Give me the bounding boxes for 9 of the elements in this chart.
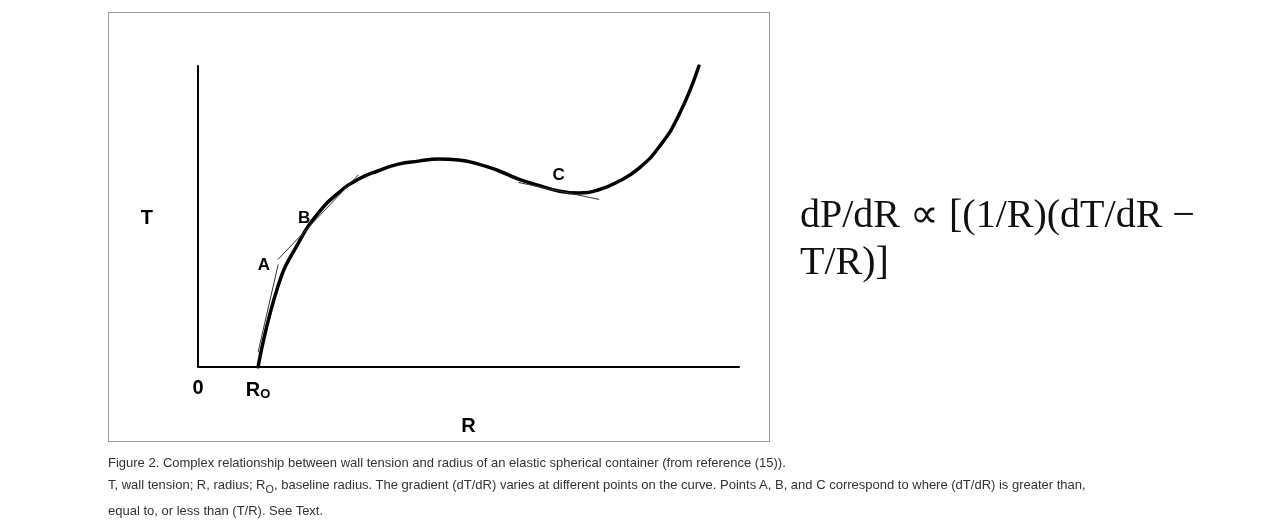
series-label: A <box>257 255 271 275</box>
series-label: B <box>297 207 311 227</box>
caption: Figure 2. Complex relationship between wall tension and radius of an elastic spherical container (from reference (15)). <box>108 454 787 472</box>
x-axis-title: R <box>461 414 477 436</box>
text: dP/dR ∝ [(1/R)(dT/dR − T/R)] <box>800 190 1196 284</box>
text: T, wall tension; R, radius; R$_{O}$, baseline radius. The gradient (dT/dR) varies at different points on the curve. Points A, B, and C correspond to where (dT/dR) is greater than, equal to, or less than (T/R). See Text. <box>108 476 1087 520</box>
x-tick-label: 0 <box>192 376 204 398</box>
series-label: C <box>552 164 565 184</box>
y-axis-title: T <box>140 205 153 228</box>
